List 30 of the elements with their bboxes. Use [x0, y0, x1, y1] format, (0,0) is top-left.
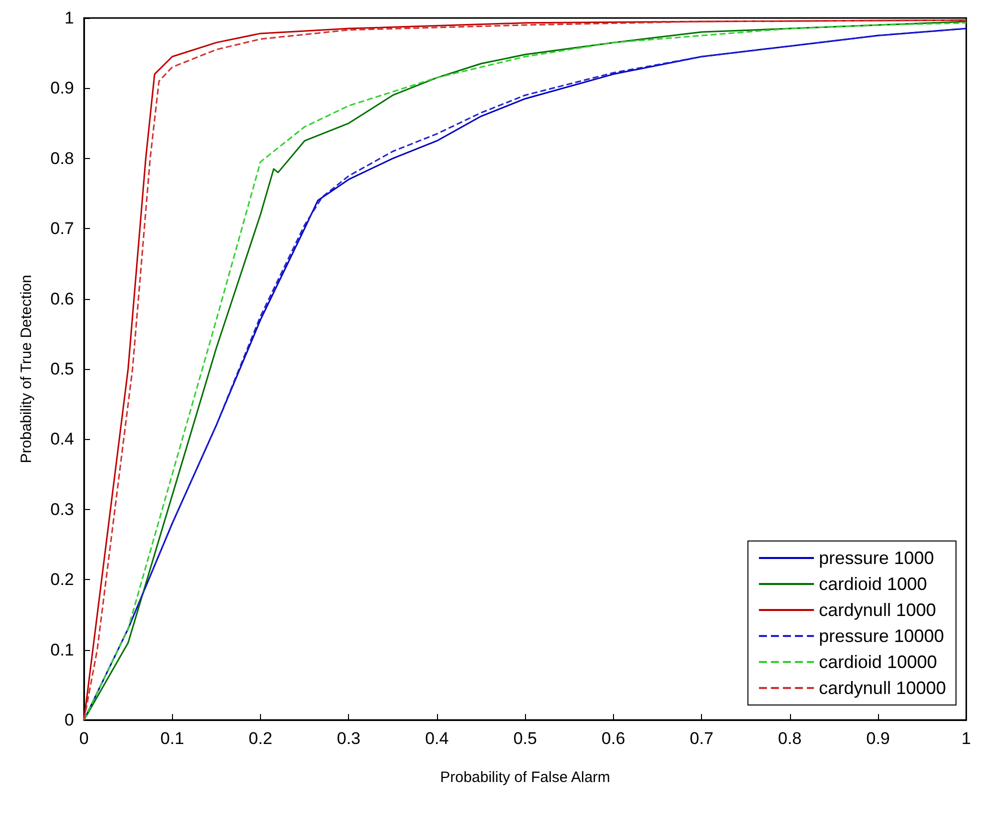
legend-label: cardynull 10000: [818, 678, 946, 698]
y-tick-label: 0.2: [50, 570, 74, 590]
x-tick-label: 0.8: [778, 729, 802, 748]
x-tick-label: 0: [79, 729, 89, 748]
x-tick-label: 0.7: [690, 729, 714, 748]
y-tick-label: 0: [64, 710, 74, 730]
x-tick-label: 0.5: [513, 729, 537, 748]
legend-label: cardioid 1000: [818, 574, 928, 594]
y-tick-label: 0.7: [50, 219, 74, 238]
y-tick-label: 0.5: [50, 360, 74, 378]
x-tick-label: 0.4: [425, 729, 449, 748]
legend-label: pressure 1000: [818, 548, 934, 568]
y-tick-label: 0.3: [50, 500, 74, 519]
x-axis-title: Probability of False Alarm: [440, 769, 610, 786]
y-tick-label: 0.4: [50, 430, 74, 449]
y-tick-label: 0.1: [50, 640, 74, 660]
x-tick-label: 0.3: [336, 729, 360, 748]
x-tick-label: 0.6: [602, 729, 626, 748]
y-axis-title: Probability of True Detection: [18, 274, 35, 464]
y-tick-label: 0.6: [50, 289, 74, 308]
y-tick-label: 0.8: [50, 148, 74, 168]
legend-label: cardioid 10000: [818, 652, 938, 672]
y-tick-label: 1: [64, 8, 74, 28]
x-tick-label: 1: [962, 729, 972, 748]
x-tick-label: 0.1: [160, 729, 184, 748]
y-tick-label: 0.9: [50, 78, 74, 98]
x-tick-label: 0.9: [866, 729, 890, 748]
legend-label: pressure 10000: [818, 626, 944, 646]
legend-label: cardynull 1000: [818, 600, 936, 620]
x-tick-label: 0.2: [248, 729, 272, 748]
